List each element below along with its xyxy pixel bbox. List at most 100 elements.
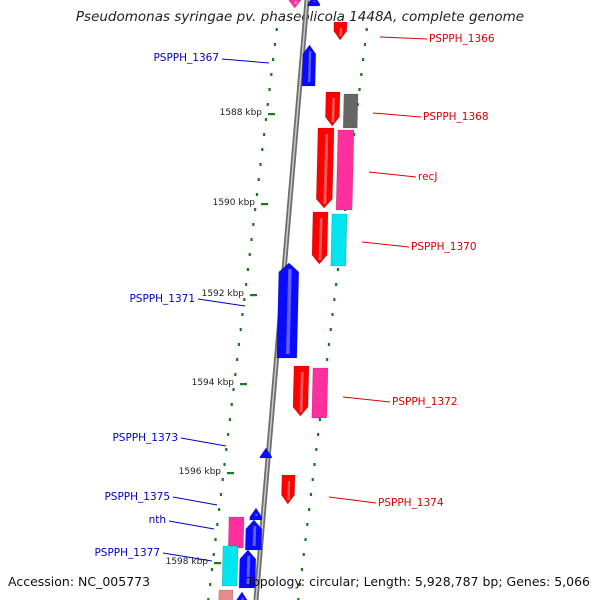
- tick-mark: [237, 343, 241, 346]
- gene-top-blue: [307, 0, 321, 7]
- tick-mark: [210, 568, 214, 571]
- tick-mark: [230, 403, 233, 406]
- scale-label: 1598 kbp: [166, 557, 209, 567]
- scale-label: 1594 kbp: [192, 378, 235, 388]
- tick-mark: [239, 328, 242, 331]
- scale-tick: [227, 472, 234, 475]
- label-pspph-1370: PSPPH_1370: [411, 241, 477, 253]
- gene-recj: [315, 127, 335, 209]
- tick-mark: [360, 73, 363, 76]
- tick-mark: [252, 223, 255, 226]
- label-nth-leader: [168, 520, 215, 530]
- tick-mark: [300, 568, 304, 571]
- gene-sheen: [299, 371, 304, 413]
- tick-mark: [212, 553, 215, 556]
- accession-text: Accession: NC_005773: [8, 574, 151, 589]
- label-pspph-1366: PSPPH_1366: [429, 33, 495, 45]
- label-pspph-1373: PSPPH_1373: [112, 432, 178, 444]
- gene-pspph-1374: [281, 474, 296, 505]
- gene-top-magenta: [288, 0, 302, 9]
- gene-nth: [244, 519, 263, 551]
- tick-mark: [263, 133, 266, 136]
- gene-sheen: [252, 525, 257, 547]
- gene-sheen: [286, 268, 292, 355]
- tick-mark: [257, 178, 260, 181]
- scale-tick: [261, 203, 268, 206]
- label-pspph-1377: PSPPH_1377: [94, 547, 160, 559]
- cog-block-recj: [335, 129, 355, 211]
- label-pspph-1371-leader: [197, 298, 246, 307]
- tick-mark: [318, 418, 322, 421]
- tick-mark: [228, 418, 232, 421]
- tick-mark: [333, 298, 336, 301]
- tick-mark: [227, 433, 230, 436]
- tick-mark: [232, 388, 235, 391]
- gene-pspph-1371: [276, 262, 300, 359]
- tick-mark: [308, 508, 311, 511]
- tick-mark: [221, 478, 224, 481]
- label-pspph-1368-leader: [372, 112, 422, 118]
- tick-mark: [241, 313, 244, 316]
- cog-block-1372: [311, 367, 329, 419]
- tick-mark: [270, 73, 273, 76]
- tick-mark: [304, 538, 307, 541]
- gene-sheen: [318, 217, 323, 261]
- label-pspph-1371: PSPPH_1371: [129, 293, 195, 305]
- scale-label: 1592 kbp: [202, 289, 245, 299]
- tick-mark: [299, 583, 302, 586]
- label-pspph-1370-leader: [361, 241, 410, 248]
- gene-pspph-1367: [301, 44, 317, 87]
- cog-block-nth: [227, 516, 245, 549]
- tick-mark: [358, 88, 361, 91]
- tick-mark: [218, 508, 221, 511]
- label-pspph-1367-leader: [221, 58, 270, 64]
- tick-mark: [306, 523, 309, 526]
- tick-mark: [315, 448, 318, 451]
- label-pspph-1375-leader: [172, 496, 218, 506]
- gene-pspph-1366: [333, 21, 348, 41]
- cog-block-1377: [221, 545, 239, 587]
- tick-mark: [309, 493, 313, 496]
- gene-labels: PSPPH_1367 PSPPH_1371 PSPPH_1373 PSPPH_1375…: [94, 33, 495, 562]
- label-pspph-1375: PSPPH_1375: [104, 491, 170, 503]
- gene-pspph-1372: [292, 365, 310, 417]
- tick-mark: [223, 463, 226, 466]
- tick-mark: [234, 373, 237, 376]
- gene-pspph-1368: [325, 91, 341, 127]
- label-pspph-1377-leader: [162, 552, 213, 562]
- tick-mark: [363, 43, 367, 46]
- label-pspph-1372: PSPPH_1372: [392, 396, 458, 408]
- tick-mark: [302, 553, 305, 556]
- label-pspph-1373-leader: [180, 437, 227, 447]
- gene-sheen: [287, 480, 291, 501]
- scale-tick: [268, 113, 275, 116]
- tick-mark: [326, 358, 329, 361]
- scale-label: 1596 kbp: [179, 467, 222, 477]
- tick-mark: [336, 268, 340, 271]
- scale-label: 1590 kbp: [213, 198, 256, 208]
- label-recj-leader: [368, 171, 417, 178]
- label-pspph-1372-leader: [342, 396, 391, 403]
- tick-mark: [255, 193, 259, 196]
- tick-mark: [246, 268, 250, 271]
- gene-pspph-1373: [259, 447, 273, 459]
- gene-sheen: [323, 133, 329, 205]
- gene-pspph-1370: [311, 211, 329, 265]
- tick-mark: [335, 283, 338, 286]
- label-pspph-1374-leader: [328, 496, 377, 504]
- label-pspph-1374: PSPPH_1374: [378, 497, 444, 509]
- tick-mark: [248, 253, 251, 256]
- map-title: Pseudomonas syringae pv. phaseolicola 14…: [75, 9, 525, 25]
- gene-bottom-blue: [236, 591, 248, 600]
- label-pspph-1367: PSPPH_1367: [153, 52, 219, 64]
- gene-features: [218, 0, 359, 600]
- tick-mark: [313, 463, 316, 466]
- scale-labels: 1588 kbp 1590 kbp 1592 kbp 1594 kbp 1596 kbp…: [166, 108, 275, 567]
- tick-mark: [264, 118, 268, 121]
- scale-tick: [240, 383, 247, 386]
- gene-sheen: [246, 555, 251, 585]
- tick-mark: [216, 523, 219, 526]
- tick-mark: [317, 433, 320, 436]
- tick-mark: [275, 28, 278, 31]
